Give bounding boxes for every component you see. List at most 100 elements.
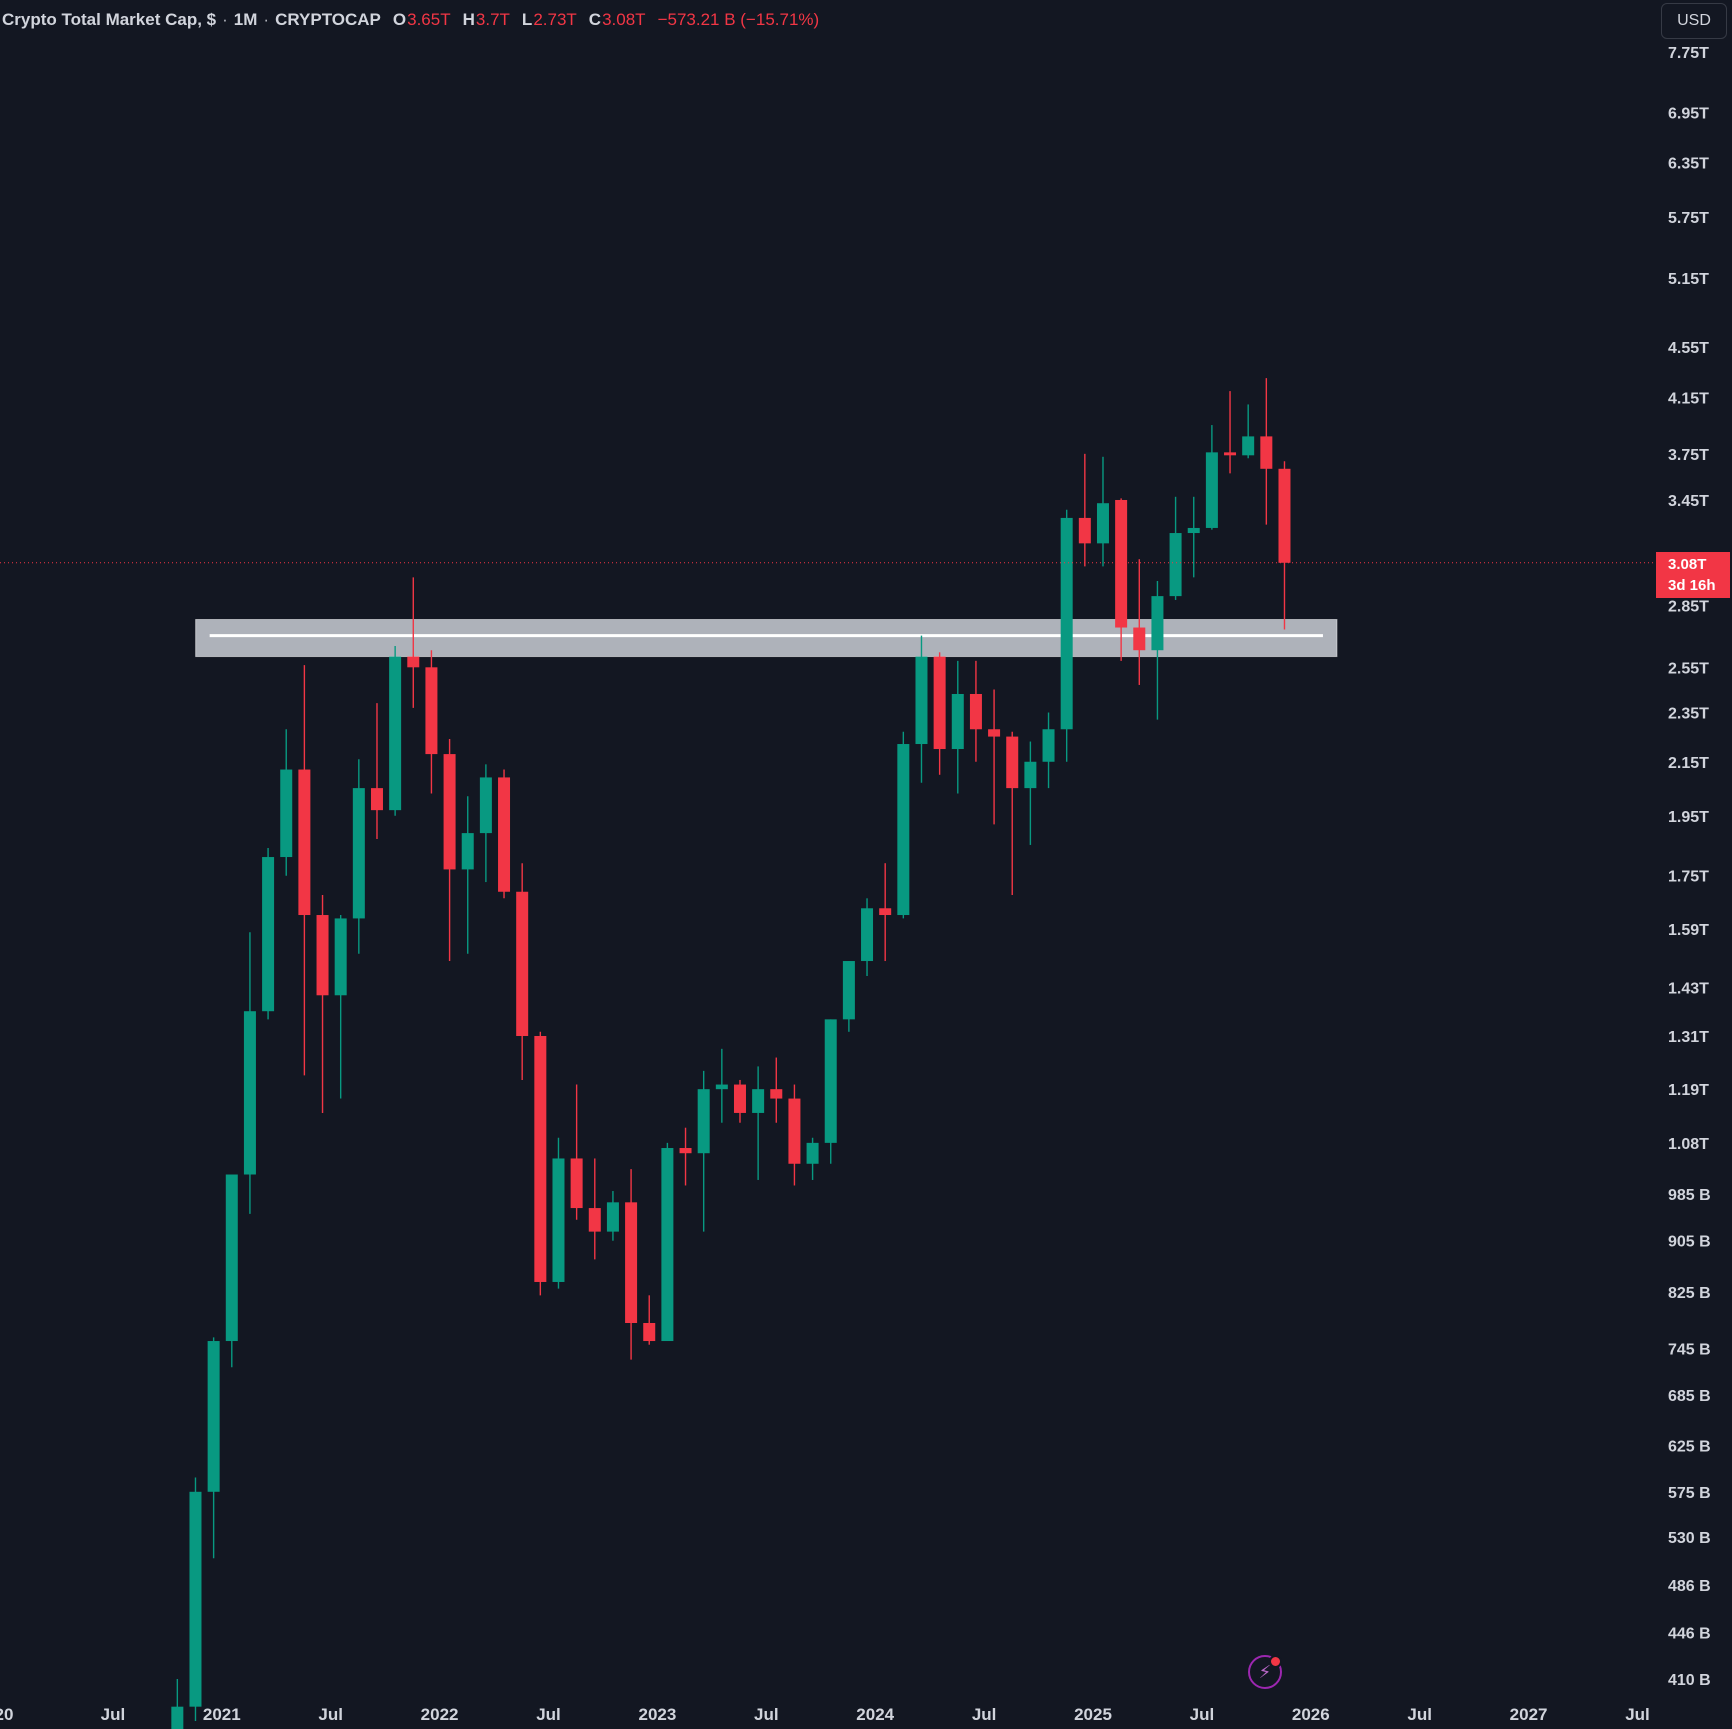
y-tick-label: 1.75T bbox=[1668, 869, 1709, 886]
candle-body bbox=[806, 1142, 819, 1164]
candle-body bbox=[752, 1089, 765, 1113]
x-tick-label: Jul bbox=[101, 1705, 126, 1724]
candle-body bbox=[733, 1084, 746, 1113]
candle bbox=[715, 1048, 728, 1123]
candle bbox=[842, 961, 855, 1032]
y-tick-label: 2.55T bbox=[1668, 660, 1709, 677]
candle bbox=[625, 1169, 638, 1360]
candle bbox=[1115, 498, 1128, 661]
candle-body bbox=[1278, 468, 1291, 563]
candle-body bbox=[479, 777, 492, 834]
candle-body bbox=[1024, 761, 1037, 789]
candle bbox=[570, 1084, 583, 1220]
price-axis[interactable]: 7.75T 6.95T 6.35T 5.75T 5.15T 4.55T 4.15T 3.75T… bbox=[1668, 45, 1711, 1689]
candle bbox=[516, 863, 529, 1080]
candle bbox=[370, 703, 383, 839]
y-tick-label: 625 B bbox=[1668, 1439, 1711, 1456]
candle bbox=[280, 729, 293, 876]
high-label: H bbox=[462, 10, 475, 29]
candle bbox=[479, 764, 492, 883]
candle bbox=[243, 932, 256, 1214]
candle-body bbox=[679, 1148, 692, 1154]
candle-body bbox=[1187, 527, 1200, 534]
x-tick-label: 2024 bbox=[856, 1705, 894, 1724]
candle-body bbox=[570, 1158, 583, 1209]
candle bbox=[1205, 425, 1218, 530]
time-axis[interactable]: 20 Jul 2021 Jul 2022 Jul 2023 Jul 2024 Jul 2025 Jul… bbox=[0, 1705, 1650, 1724]
low-value: 2.73T bbox=[533, 10, 577, 29]
candle-body bbox=[461, 833, 474, 870]
candle-body bbox=[715, 1084, 728, 1090]
candle-body bbox=[1042, 729, 1055, 762]
candle bbox=[606, 1191, 619, 1241]
header-separator: · bbox=[263, 10, 270, 29]
y-tick-label: 905 B bbox=[1668, 1234, 1711, 1251]
candle bbox=[1042, 712, 1055, 789]
candle bbox=[1151, 581, 1164, 720]
candle-body bbox=[824, 1019, 837, 1143]
candle bbox=[534, 1031, 547, 1296]
candle bbox=[1078, 453, 1091, 567]
candle-body bbox=[606, 1202, 619, 1232]
candle-body bbox=[697, 1089, 710, 1154]
y-tick-label: 1.31T bbox=[1668, 1029, 1709, 1046]
candle-body bbox=[262, 857, 275, 1012]
symbol-header[interactable]: Crypto Total Market Cap, $ · 1M · CRYPTO… bbox=[2, 6, 819, 34]
candle bbox=[407, 577, 420, 708]
header-separator: · bbox=[222, 10, 228, 29]
lightning-bolt-icon[interactable]: ⚡ bbox=[1248, 1655, 1282, 1689]
close-value: 3.08T bbox=[602, 10, 646, 29]
candle bbox=[498, 769, 511, 899]
currency-button[interactable]: USD bbox=[1661, 3, 1727, 39]
candle bbox=[389, 646, 402, 816]
candle-body bbox=[1151, 596, 1164, 651]
candle bbox=[1224, 391, 1237, 474]
x-tick-label: Jul bbox=[536, 1705, 561, 1724]
bar-countdown: 3d 16h bbox=[1668, 577, 1716, 594]
candle-body bbox=[189, 1491, 202, 1707]
x-tick-label: 20 bbox=[0, 1705, 13, 1724]
candle bbox=[334, 915, 347, 1099]
candle bbox=[207, 1337, 220, 1559]
interval-label[interactable]: 1M bbox=[233, 10, 258, 29]
candle-body bbox=[425, 667, 438, 755]
y-tick-label: 985 B bbox=[1668, 1187, 1711, 1204]
candle-body bbox=[352, 788, 365, 919]
candle bbox=[1024, 741, 1037, 845]
y-tick-label: 5.15T bbox=[1668, 271, 1709, 288]
y-tick-label: 5.75T bbox=[1668, 210, 1709, 227]
candle-body bbox=[788, 1098, 801, 1164]
candle bbox=[933, 652, 946, 775]
zone-rect[interactable] bbox=[195, 619, 1338, 658]
x-tick-label: 2023 bbox=[638, 1705, 676, 1724]
candle bbox=[461, 796, 474, 954]
candle bbox=[824, 1019, 837, 1164]
y-tick-label: 825 B bbox=[1668, 1285, 1711, 1302]
high-value: 3.7T bbox=[475, 10, 510, 29]
candle bbox=[1096, 456, 1109, 567]
open-label: O bbox=[392, 10, 407, 29]
candle bbox=[225, 1174, 238, 1368]
candle bbox=[552, 1137, 565, 1289]
candle-body bbox=[988, 729, 1001, 737]
candle bbox=[969, 660, 982, 762]
y-tick-label: 410 B bbox=[1668, 1672, 1711, 1689]
candle-body bbox=[552, 1158, 565, 1282]
candle bbox=[1006, 731, 1019, 896]
candle bbox=[316, 895, 329, 1113]
x-tick-label: Jul bbox=[1625, 1705, 1650, 1724]
candle-body bbox=[1006, 736, 1019, 789]
candle-body bbox=[243, 1011, 256, 1175]
candle-body bbox=[1078, 517, 1091, 544]
y-tick-label: 4.15T bbox=[1668, 391, 1709, 408]
x-tick-label: Jul bbox=[1407, 1705, 1432, 1724]
y-tick-label: 685 B bbox=[1668, 1388, 1711, 1405]
symbol-title[interactable]: Crypto Total Market Cap, $ bbox=[2, 10, 217, 29]
candle bbox=[897, 731, 910, 919]
candle bbox=[988, 689, 1001, 825]
candle bbox=[679, 1127, 692, 1186]
support-resistance-zone[interactable] bbox=[195, 619, 1338, 658]
candle-body bbox=[407, 656, 420, 668]
candle-body bbox=[897, 744, 910, 916]
